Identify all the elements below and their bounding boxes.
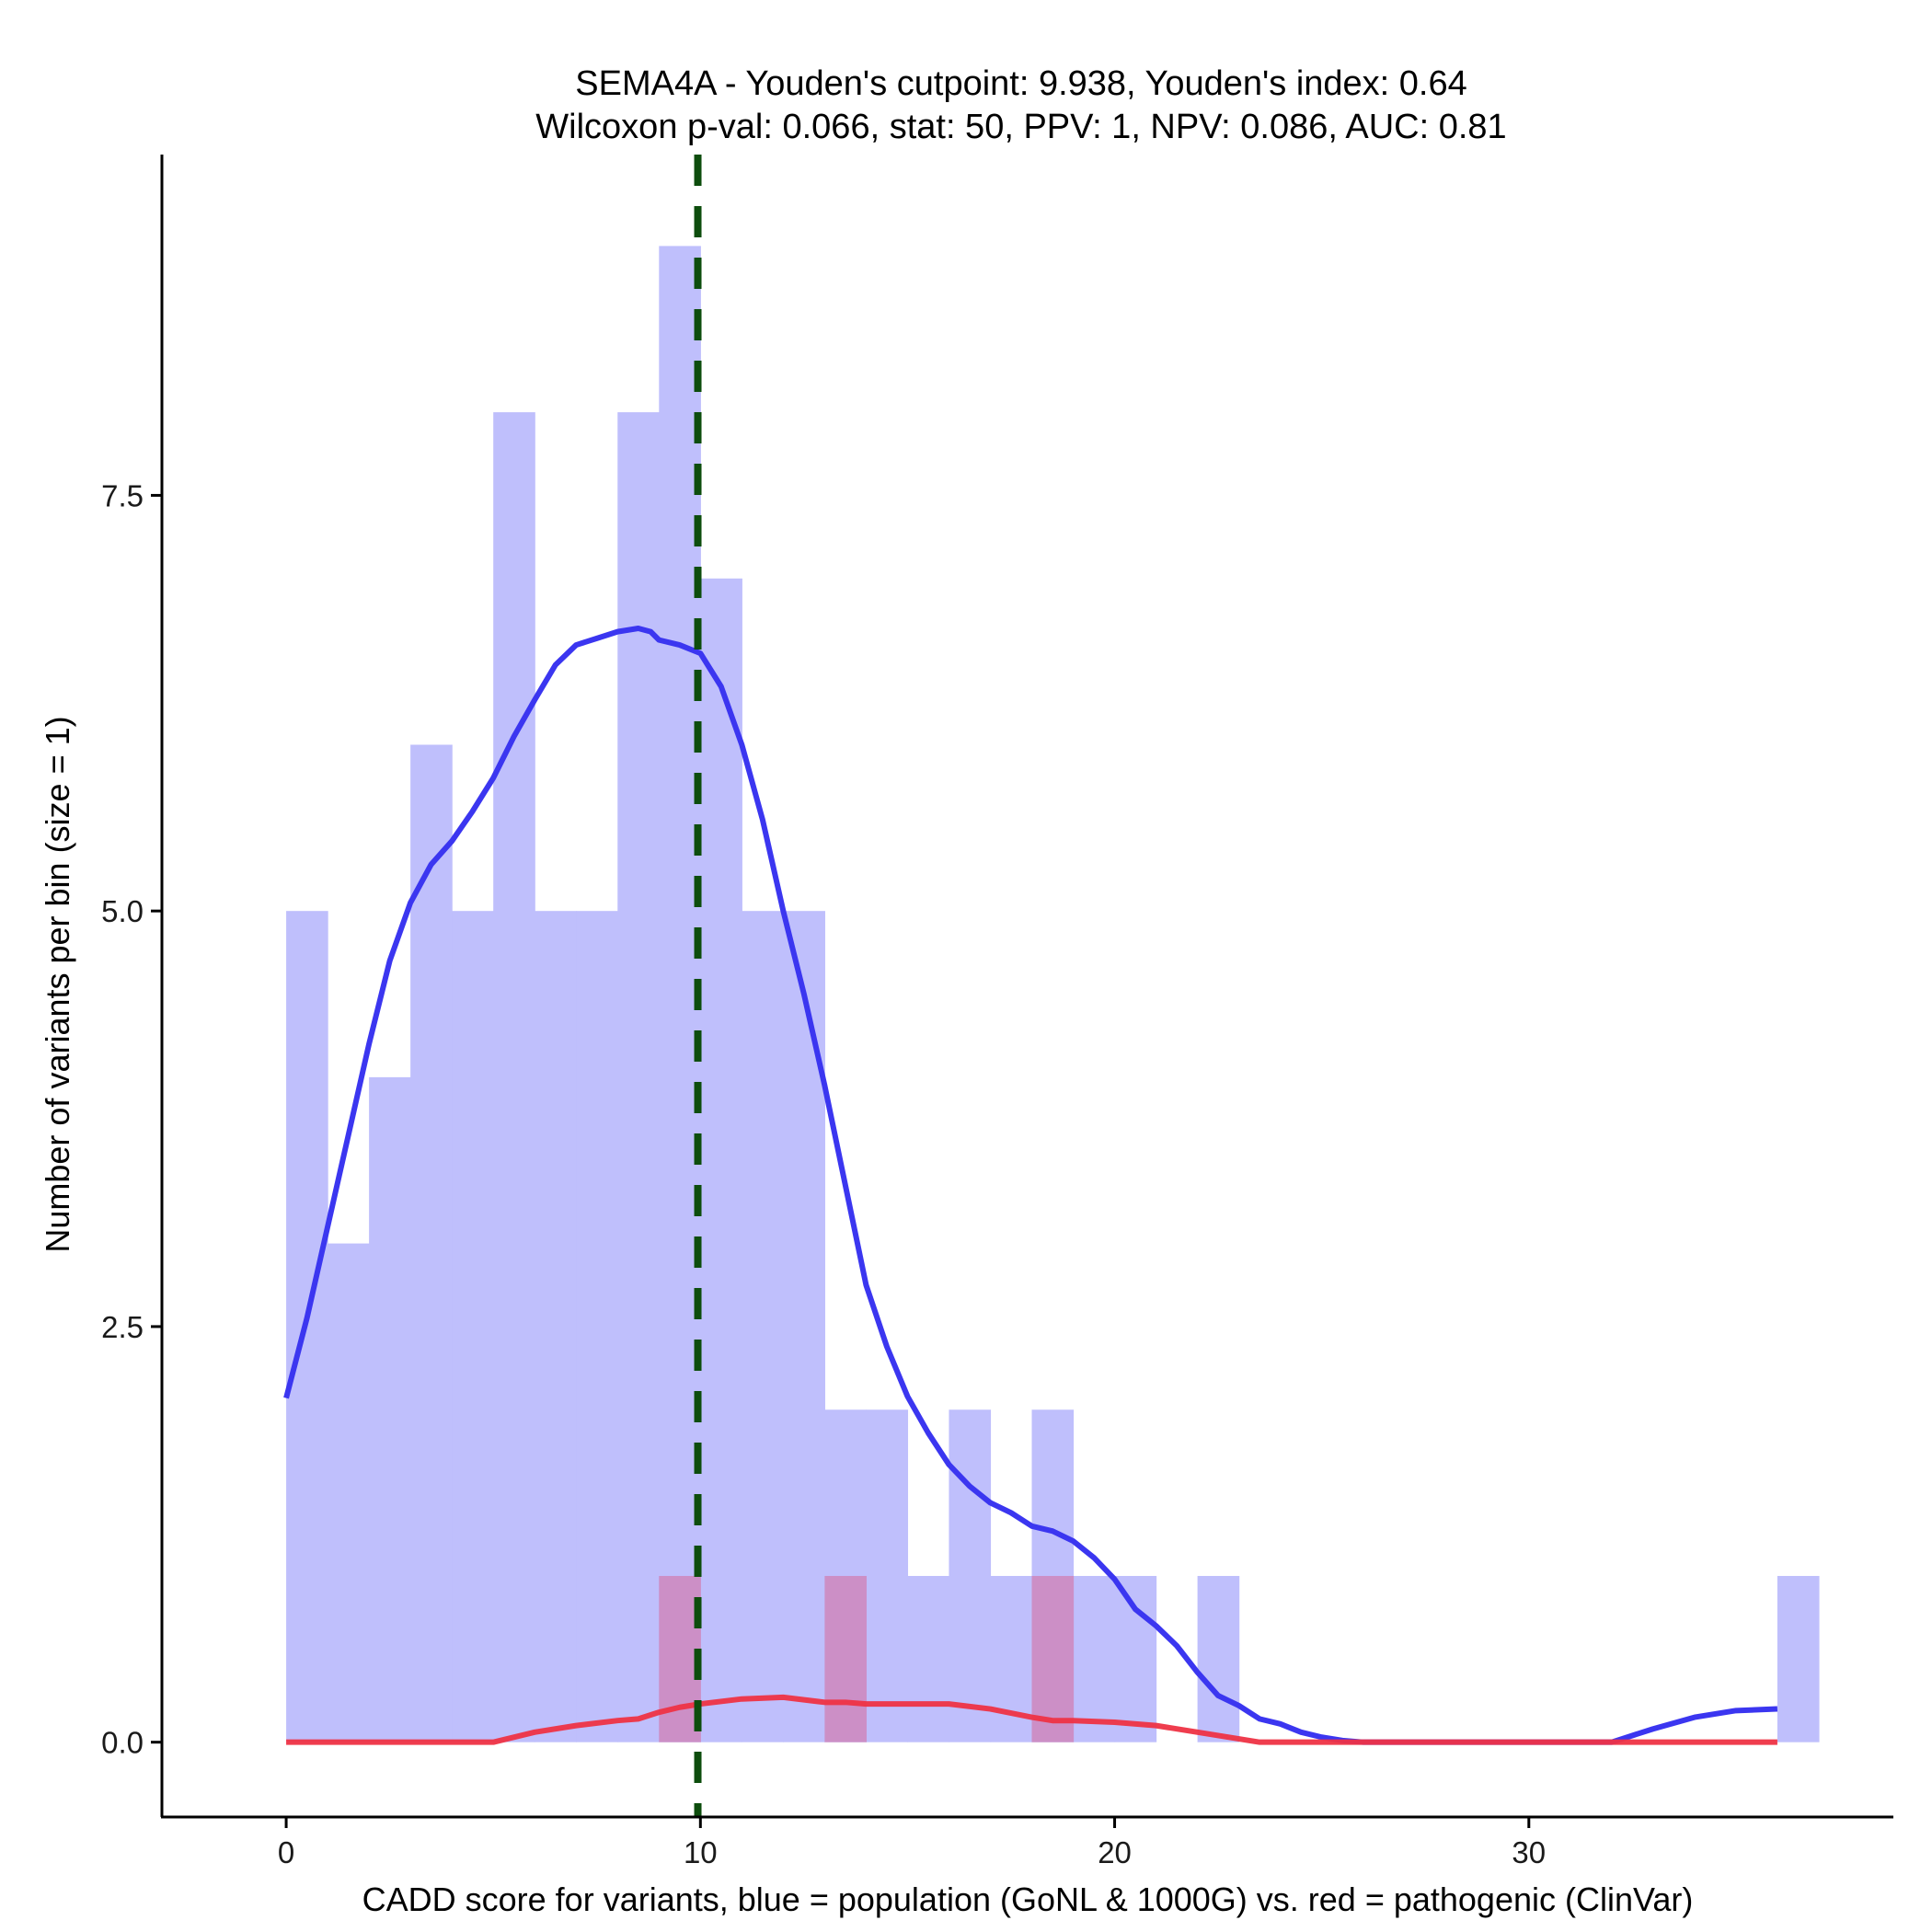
population-bar <box>742 911 784 1742</box>
y-tick-label: 2.5 <box>101 1310 144 1344</box>
population-bar <box>783 911 825 1742</box>
y-tick-label: 0.0 <box>101 1726 144 1760</box>
population-bar <box>907 1575 950 1742</box>
x-tick-label: 0 <box>278 1835 294 1869</box>
y-axis-label: Number of variants per bin (size = 1) <box>39 716 76 1252</box>
x-axis-label: CADD score for variants, blue = populati… <box>362 1880 1694 1918</box>
x-tick-label: 10 <box>684 1835 718 1869</box>
population-bar <box>493 412 535 1742</box>
population-bars <box>286 246 1820 1742</box>
x-tick-label: 30 <box>1512 1835 1546 1869</box>
y-tick-label: 7.5 <box>101 478 144 512</box>
population-bar <box>866 1409 909 1742</box>
pathogenic-bar <box>1031 1575 1075 1742</box>
y-axis-ticks: 0.0 2.5 5.0 7.5 <box>101 478 162 1760</box>
chart-title: SEMA4A - Youden's cutpoint: 9.938, Youde… <box>575 64 1466 103</box>
x-tick-label: 20 <box>1098 1835 1132 1869</box>
pathogenic-bar <box>659 1575 701 1742</box>
population-bar <box>452 911 494 1742</box>
pathogenic-bar <box>824 1575 867 1742</box>
population-bar <box>949 1409 992 1742</box>
population-density-line <box>283 625 1778 1745</box>
population-bar <box>1197 1575 1240 1742</box>
pathogenic-bars <box>659 1575 1075 1742</box>
population-bar <box>1777 1575 1820 1742</box>
population-bar <box>700 578 742 1742</box>
population-bar <box>617 412 660 1742</box>
population-bar <box>410 744 453 1742</box>
population-bar <box>369 1076 411 1742</box>
population-bar <box>328 1243 370 1742</box>
population-bar <box>1114 1575 1157 1742</box>
x-axis-ticks: 0 10 20 30 <box>278 1817 1546 1869</box>
pathogenic-density-line <box>286 1694 1777 1745</box>
population-bar <box>576 911 618 1742</box>
chart-subtitle: Wilcoxon p-val: 0.066, stat: 50, PPV: 1,… <box>535 108 1506 146</box>
population-bar <box>659 246 701 1742</box>
population-bar <box>1073 1575 1116 1742</box>
y-tick-label: 5.0 <box>101 894 144 928</box>
population-bar <box>535 911 577 1742</box>
